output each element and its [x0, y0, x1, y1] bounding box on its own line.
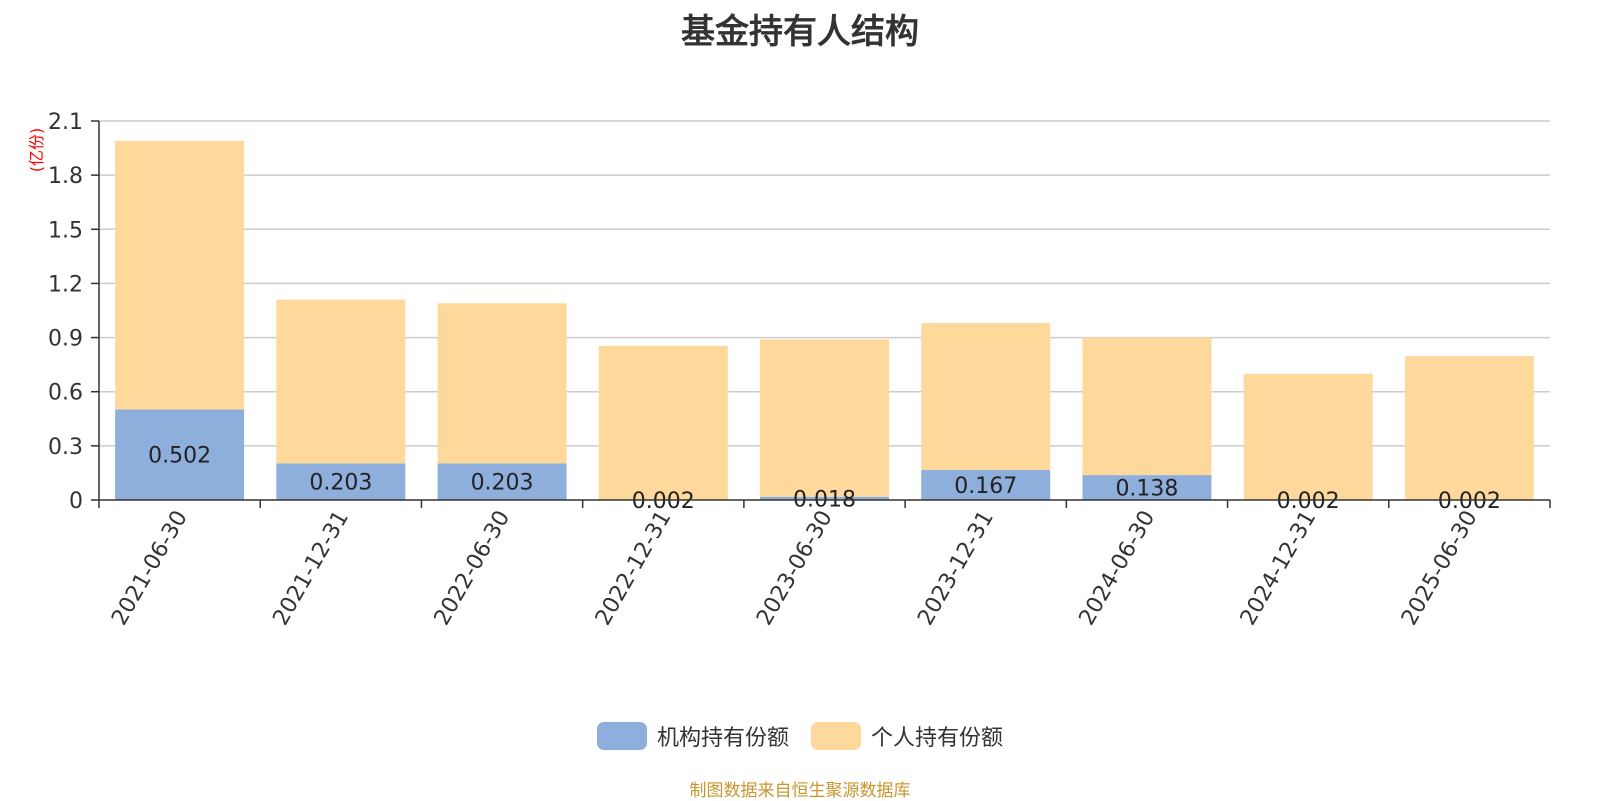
x-tick-label: 2021-06-30	[107, 507, 193, 630]
x-tick-label: 2022-06-30	[430, 507, 516, 630]
data-label: 0.502	[148, 444, 211, 469]
y-tick-label: 0	[69, 489, 83, 514]
bar-individual	[1405, 356, 1534, 499]
bar-individual	[921, 323, 1050, 470]
bar-individual	[599, 346, 728, 500]
legend-label-individual: 个人持有份额	[871, 720, 1003, 752]
x-tick-label: 2022-12-31	[591, 507, 677, 630]
data-label: 0.203	[471, 471, 534, 496]
legend-item-institutional[interactable]: 机构持有份额	[597, 720, 789, 752]
data-label: 0.002	[632, 489, 695, 514]
y-tick-label: 1.5	[48, 218, 83, 243]
x-tick-label: 2023-12-31	[913, 507, 999, 630]
bar-individual	[438, 303, 567, 463]
data-label: 0.167	[954, 474, 1017, 499]
legend-label-institutional: 机构持有份额	[657, 720, 789, 752]
legend-swatch-individual	[811, 722, 861, 750]
x-tick-label: 2024-12-31	[1236, 507, 1322, 630]
y-tick-label: 1.8	[48, 164, 83, 189]
bars	[115, 141, 1534, 500]
bar-individual	[760, 339, 889, 496]
y-tick-label: 1.2	[48, 272, 83, 297]
x-tick-label: 2025-06-30	[1397, 507, 1483, 630]
bar-individual	[1082, 338, 1211, 476]
bar-individual	[115, 141, 244, 410]
bar-individual	[1244, 374, 1373, 500]
x-tick-label: 2023-06-30	[752, 507, 838, 630]
legend-item-individual[interactable]: 个人持有份额	[811, 720, 1003, 752]
legend-swatch-institutional	[597, 722, 647, 750]
data-label: 0.203	[309, 471, 372, 496]
data-label: 0.138	[1115, 477, 1178, 502]
y-tick-label: 0.6	[48, 381, 83, 406]
y-tick-label: 2.1	[48, 110, 83, 135]
y-tick-label: 0.9	[48, 327, 83, 352]
x-tick-label: 2021-12-31	[268, 507, 354, 630]
data-label: 0.002	[1277, 489, 1340, 514]
legend: 机构持有份额 个人持有份额	[0, 718, 1600, 754]
bar-individual	[276, 300, 405, 464]
data-label: 0.002	[1438, 489, 1501, 514]
y-tick-label: 0.3	[48, 435, 83, 460]
source-note: 制图数据来自恒生聚源数据库	[0, 776, 1600, 801]
x-tick-label: 2024-06-30	[1075, 507, 1161, 630]
